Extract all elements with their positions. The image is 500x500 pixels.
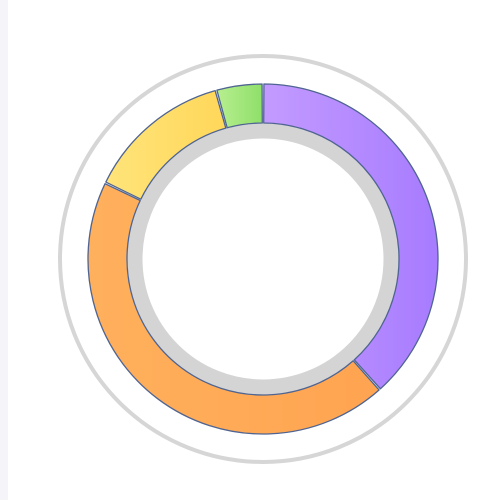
donut-slice-2 [87, 183, 380, 435]
donut-slice-3 [105, 90, 227, 200]
donut-slice-1 [263, 83, 439, 390]
slices-layer [87, 83, 439, 435]
donut-slice-4 [216, 83, 263, 129]
left-edge-strip [0, 0, 8, 500]
outer-ring [58, 54, 468, 464]
inner-ring [127, 123, 399, 395]
